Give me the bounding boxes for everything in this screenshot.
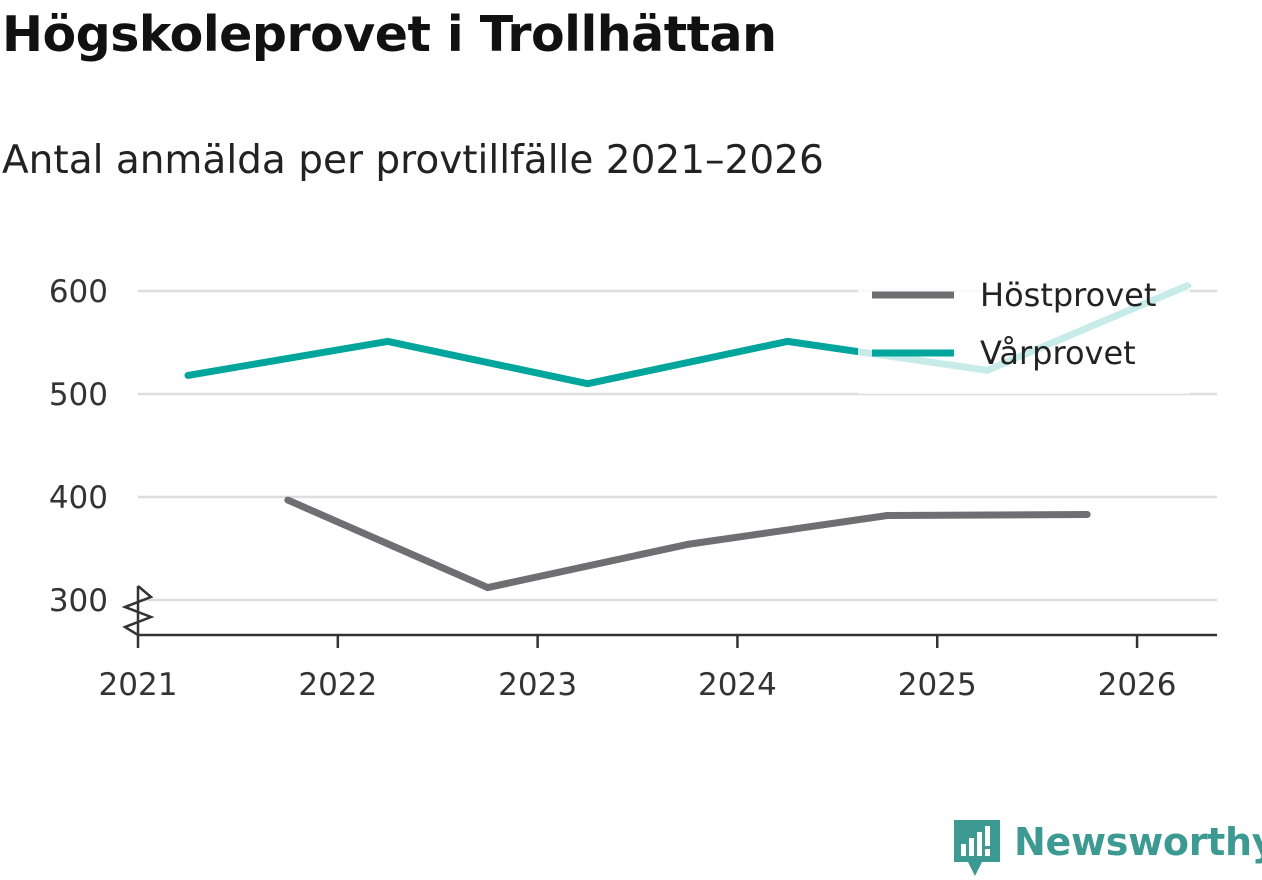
chart-subtitle: Antal anmälda per provtillfälle 2021–202… xyxy=(2,138,824,183)
x-tick-label-2024: 2024 xyxy=(698,667,777,703)
x-tick-label-2026: 2026 xyxy=(1098,667,1177,703)
data-point xyxy=(184,371,192,379)
x-tick-label-2022: 2022 xyxy=(298,667,377,703)
x-tick-label-2021: 2021 xyxy=(99,667,178,703)
chart-title: Högskoleprovet i Trollhättan xyxy=(2,6,777,63)
data-point xyxy=(1083,510,1091,518)
newsworthy-logo-icon xyxy=(954,820,1000,876)
data-point xyxy=(683,540,691,548)
legend: Höstprovet Vårprovet xyxy=(858,266,1190,394)
y-tick-label-500: 500 xyxy=(49,377,108,413)
legend-background xyxy=(858,266,1190,394)
data-point xyxy=(584,380,592,388)
data-point xyxy=(384,337,392,345)
brand-name: Newsworthy xyxy=(1014,820,1262,864)
legend-label-2: Vårprovet xyxy=(980,334,1136,372)
data-point xyxy=(284,496,292,504)
data-point xyxy=(883,512,891,520)
x-axis: 2021 2022 2023 2024 2025 2026 xyxy=(99,585,1217,703)
y-tick-label-300: 300 xyxy=(49,583,108,619)
legend-label-1: Höstprovet xyxy=(980,276,1156,314)
x-tick-label-2025: 2025 xyxy=(898,667,977,703)
y-tick-label-400: 400 xyxy=(49,480,108,516)
axis-break-icon xyxy=(121,585,155,637)
x-tick-label-2023: 2023 xyxy=(498,667,577,703)
data-point xyxy=(783,337,791,345)
y-tick-label-600: 600 xyxy=(49,274,108,310)
newsworthy-logo: Newsworthy xyxy=(952,818,1262,880)
y-axis-ticks: 300 400 500 600 xyxy=(49,274,108,619)
data-point xyxy=(484,584,492,592)
